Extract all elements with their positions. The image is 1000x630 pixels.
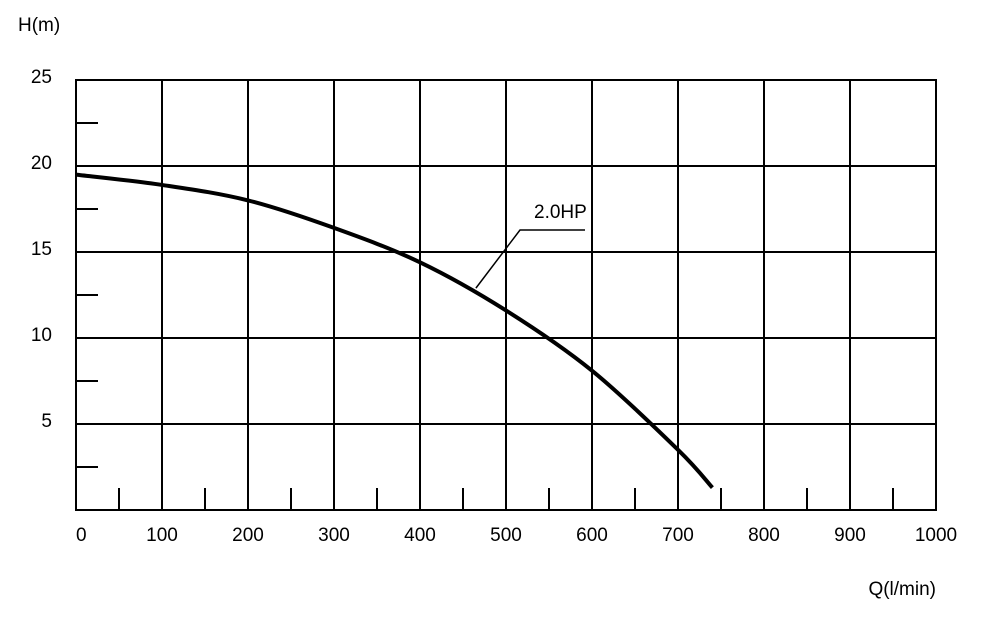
series-label: 2.0HP xyxy=(534,202,587,223)
x-tick-label: 900 xyxy=(834,525,866,546)
y-tick-label: 5 xyxy=(41,411,52,432)
curve xyxy=(75,172,714,489)
x-tick-label: 400 xyxy=(404,525,436,546)
leader-line xyxy=(475,229,585,289)
x-tick-label: 800 xyxy=(748,525,780,546)
y-axis-label: H(m) xyxy=(18,15,60,36)
y-tick-label: 10 xyxy=(31,325,52,346)
x-tick-label: 1000 xyxy=(915,525,957,546)
x-tick-label: 100 xyxy=(146,525,178,546)
x-tick-label: 0 xyxy=(76,525,87,546)
x-tick-label: 700 xyxy=(662,525,694,546)
y-tick-label: 20 xyxy=(31,153,52,174)
x-tick-label: 300 xyxy=(318,525,350,546)
x-tick-label: 500 xyxy=(490,525,522,546)
x-tick-label: 200 xyxy=(232,525,264,546)
x-tick-label: 600 xyxy=(576,525,608,546)
y-tick-label: 15 xyxy=(31,239,52,260)
y-tick-label: 25 xyxy=(31,67,52,88)
x-axis-label: Q(l/min) xyxy=(868,579,936,600)
